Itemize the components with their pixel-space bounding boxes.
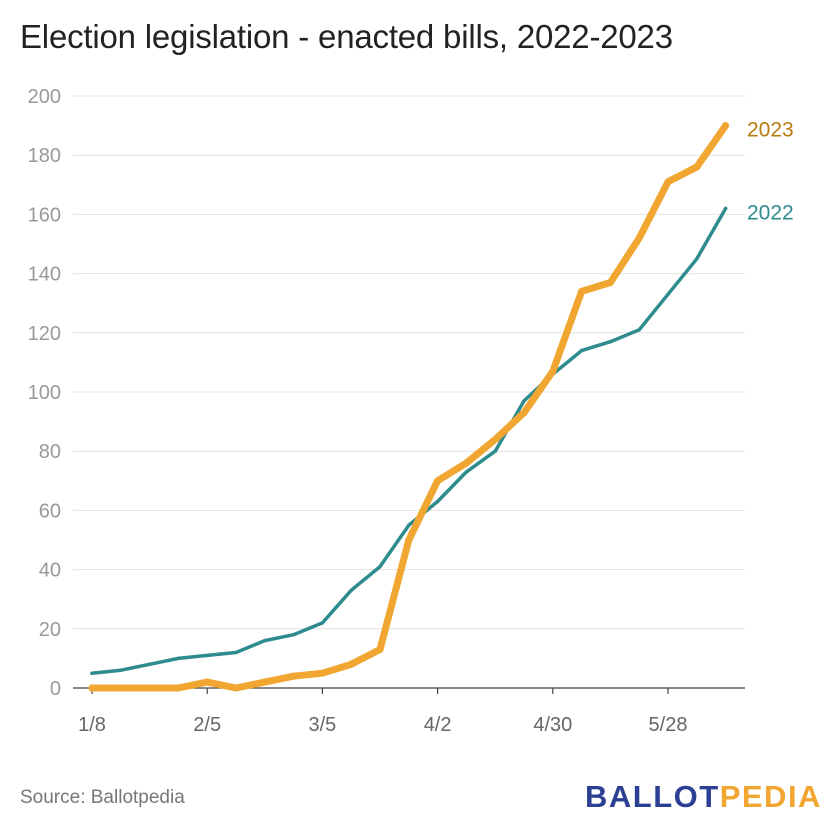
data-point-2022 (464, 470, 469, 474)
data-point-2023 (88, 684, 96, 692)
series-end-labels: 2022 2023 (747, 119, 794, 225)
y-tick-label: 160 (28, 204, 61, 226)
data-point-2022 (435, 499, 440, 504)
data-point-2022 (119, 668, 123, 672)
y-tick-label: 80 (39, 441, 61, 463)
logo-part-pedia: PEDIA (719, 779, 822, 814)
data-point-2023 (146, 684, 154, 692)
data-point-2023 (606, 278, 614, 286)
data-point-2023 (462, 459, 470, 467)
data-point-2023 (693, 163, 701, 171)
data-point-2023 (318, 669, 326, 677)
series-line-2022 (90, 206, 728, 675)
series-lines (88, 122, 730, 692)
data-point-2023 (376, 646, 384, 654)
chart-title: Election legislation - enacted bills, 20… (20, 18, 673, 55)
x-tick-label: 4/30 (533, 714, 572, 736)
data-point-2022 (263, 638, 267, 643)
data-point-2023 (232, 684, 240, 692)
y-tick-label: 100 (28, 382, 61, 404)
data-point-2023 (117, 684, 125, 692)
y-tick-label: 140 (28, 264, 61, 286)
data-point-2023 (578, 287, 586, 295)
data-point-2022 (723, 206, 728, 211)
x-axis-ticks: 1/8 2/5 3/5 4/2 4/30 5/28 (78, 688, 687, 736)
data-point-2023 (664, 178, 672, 186)
logo-part-ballot: BALLOT (585, 779, 720, 814)
data-point-2022 (493, 449, 497, 453)
data-point-2023 (520, 409, 528, 417)
line-chart: 0 20 40 60 80 100 120 140 160 180 200 1/8 2/5 3/5 4/2… (28, 86, 794, 736)
series-label-2022: 2022 (747, 201, 794, 224)
x-tick-label: 3/5 (308, 714, 336, 736)
data-point-2022 (378, 564, 382, 569)
x-tick-label: 5/28 (649, 714, 688, 736)
data-point-2022 (176, 656, 181, 661)
y-tick-label: 120 (28, 323, 61, 345)
y-tick-label: 180 (28, 145, 61, 167)
data-point-2022 (291, 632, 296, 637)
data-point-2022 (522, 399, 526, 403)
data-point-2022 (608, 339, 613, 344)
data-point-2023 (347, 660, 355, 668)
y-tick-label: 40 (39, 560, 61, 582)
data-point-2022 (320, 621, 325, 625)
ballotpedia-logo: BALLOTPEDIA (585, 779, 822, 815)
data-point-2023 (290, 672, 298, 680)
x-tick-label: 2/5 (193, 714, 221, 736)
data-point-2023 (549, 367, 557, 375)
data-point-2022 (234, 650, 238, 655)
y-tick-label: 20 (39, 619, 61, 641)
data-point-2023 (635, 234, 643, 242)
series-label-2023: 2023 (747, 119, 794, 142)
data-point-2023 (203, 678, 211, 686)
data-point-2023 (261, 678, 269, 686)
x-tick-label: 4/2 (424, 714, 452, 736)
y-tick-label: 0 (50, 678, 61, 700)
data-point-2022 (349, 588, 353, 593)
data-point-2022 (695, 257, 699, 261)
x-tick-label: 1/8 (78, 714, 106, 736)
grid-lines (73, 95, 745, 689)
data-point-2022 (407, 523, 411, 527)
data-point-2023 (174, 684, 182, 692)
data-point-2022 (90, 671, 94, 675)
data-point-2023 (722, 122, 730, 130)
y-tick-label: 200 (28, 86, 61, 108)
data-point-2022 (147, 662, 152, 667)
data-point-2022 (666, 292, 670, 297)
data-point-2023 (434, 477, 442, 485)
data-point-2022 (637, 328, 641, 332)
series-line-2023 (88, 122, 730, 692)
y-tick-label: 60 (39, 500, 61, 522)
data-point-2023 (491, 435, 499, 443)
data-point-2022 (579, 348, 584, 353)
data-point-2023 (405, 536, 413, 544)
source-note: Source: Ballotpedia (20, 787, 185, 808)
data-point-2022 (205, 653, 209, 658)
y-axis-labels: 0 20 40 60 80 100 120 140 160 180 200 (28, 86, 61, 700)
